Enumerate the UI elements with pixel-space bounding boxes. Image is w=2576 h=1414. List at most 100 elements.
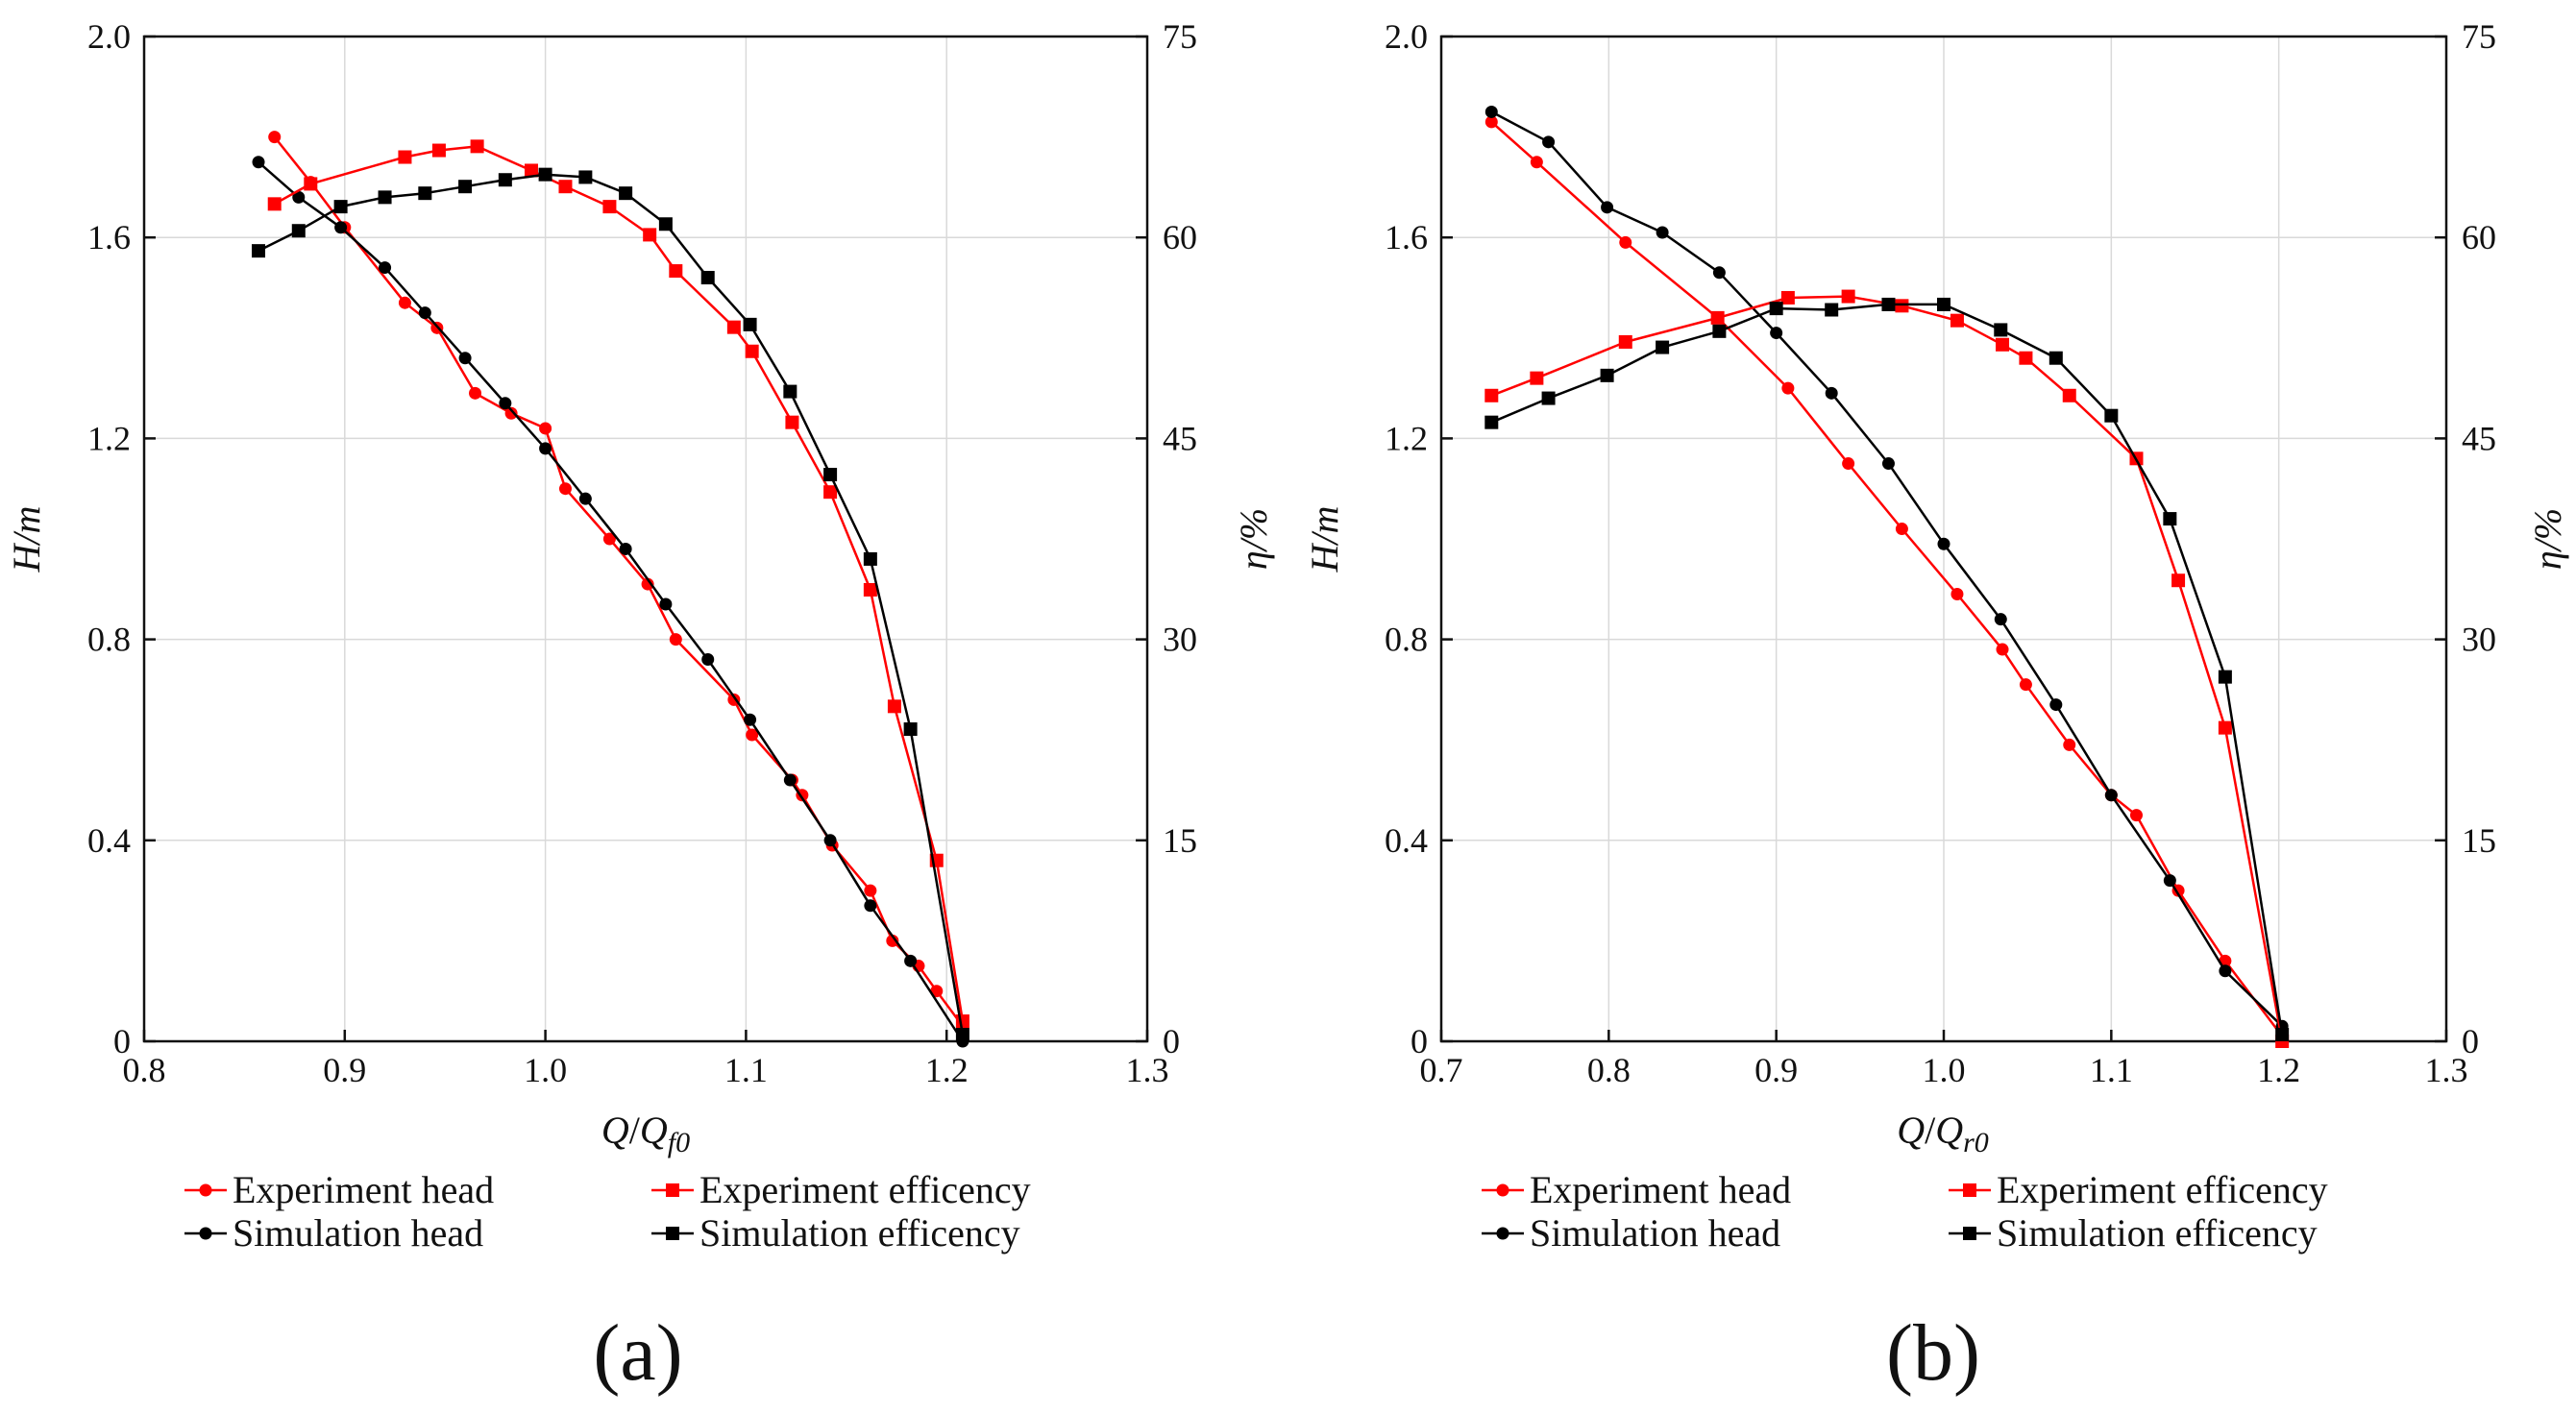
simulation-head-point-b <box>1994 613 2007 626</box>
y-right-tick-label: 30 <box>2462 621 2496 659</box>
experiment-head-point-b <box>1895 523 1908 536</box>
simulation-head-point-a <box>783 773 797 787</box>
experiment-efficency-point-b <box>1780 290 1795 305</box>
experiment-head-point-a <box>746 728 759 742</box>
experiment-head-point-a <box>504 406 518 420</box>
simulation-efficency-point-b <box>2104 408 2119 423</box>
experiment-efficency-point-a <box>643 228 657 242</box>
experiment-head-point-b <box>1530 156 1543 169</box>
simulation-efficency-line-a <box>258 173 965 1036</box>
simulation-head-point-a <box>499 397 512 410</box>
x-tick-label: 1.2 <box>2257 1051 2300 1089</box>
y-left-tick-label: 0.8 <box>87 621 131 659</box>
x-tick-label: 1.1 <box>724 1051 768 1089</box>
experiment-head-point-b <box>1619 235 1632 249</box>
y-left-tick-label: 2.0 <box>1385 17 1428 56</box>
simulation-efficency-point-a <box>291 224 306 238</box>
experiment-head-point-a <box>641 577 654 591</box>
x-title-q-a: Q <box>640 1109 668 1152</box>
x-title-sub-b: r0 <box>1963 1127 1989 1158</box>
simulation-efficency-point-a <box>903 722 918 737</box>
simulation-head-point-a <box>864 899 877 913</box>
y-left-title-b: H/m <box>1303 506 1346 573</box>
x-title-main-a: Q <box>601 1109 629 1152</box>
experiment-efficency-point-a <box>524 163 538 178</box>
legend-simulation-head-marker <box>1496 1227 1509 1240</box>
experiment-head-point-b <box>1996 643 2009 656</box>
panel-label-a: (a) <box>593 1308 682 1398</box>
simulation-efficency-point-a <box>578 170 593 184</box>
y-left-tick-label: 1.6 <box>1385 218 1428 256</box>
x-tick-label: 1.0 <box>1923 1051 1966 1089</box>
simulation-efficency-point-b <box>2049 351 2063 365</box>
y-right-title-a: η/% <box>1232 508 1275 570</box>
x-tick-label: 0.8 <box>123 1051 166 1089</box>
simulation-efficency-point-b <box>1769 302 1783 316</box>
simulation-efficency-point-a <box>498 173 512 187</box>
simulation-head-line-a <box>258 160 964 1042</box>
simulation-head-point-b <box>1601 201 1614 214</box>
legend-simulation-efficency-label: Simulation efficency <box>699 1211 1020 1255</box>
simulation-efficency-point-a <box>252 244 266 258</box>
x-title-main-b: Q <box>1897 1109 1925 1152</box>
legend-simulation-head-label: Simulation head <box>1530 1211 1780 1255</box>
experiment-efficency-point-a <box>726 320 741 334</box>
experiment-efficency-point-b <box>1710 310 1725 325</box>
experiment-head-point-b <box>2129 809 2143 822</box>
x-title-b: Q/Qr0 <box>1897 1109 1989 1158</box>
simulation-head-point-a <box>334 221 348 234</box>
experiment-head-point-a <box>558 482 572 496</box>
x-title-q-b: Q <box>1935 1109 1963 1152</box>
experiment-head-point-a <box>864 884 877 897</box>
experiment-efficency-point-a <box>823 485 838 500</box>
y-right-tick-label: 75 <box>2462 17 2496 56</box>
simulation-head-point-a <box>659 597 673 611</box>
simulation-efficency-point-a <box>955 1028 969 1042</box>
simulation-head-point-a <box>619 542 632 555</box>
simulation-efficency-point-a <box>700 271 715 285</box>
experiment-efficency-point-b <box>2171 573 2186 588</box>
experiment-efficency-point-a <box>745 344 759 358</box>
experiment-head-line-a <box>273 135 964 1028</box>
simulation-efficency-point-a <box>458 180 473 194</box>
y-right-tick-label: 15 <box>1163 821 1197 860</box>
legend-simulation-head-marker <box>199 1227 212 1240</box>
experiment-head-point-b <box>1950 588 1964 601</box>
experiment-head-point-b <box>1484 115 1498 129</box>
y-right-tick-label: 60 <box>2462 218 2496 256</box>
experiment-efficency-point-a <box>955 1014 969 1029</box>
simulation-head-point-b <box>1937 537 1950 550</box>
y-right-tick-label: 30 <box>1163 621 1197 659</box>
experiment-efficency-point-a <box>470 139 484 154</box>
legend-experiment-efficency-label: Experiment efficency <box>1997 1168 2328 1211</box>
simulation-head-point-a <box>292 190 306 204</box>
simulation-head-point-b <box>1484 105 1498 118</box>
simulation-head-line-b <box>1490 110 2284 1028</box>
simulation-efficency-point-a <box>418 186 432 201</box>
experiment-efficency-point-a <box>558 180 573 194</box>
y-right-tick-label: 60 <box>1163 218 1197 256</box>
panel-a: 0.8 0.9 1.0 1.1 1.2 1.300.40.81.21.62.0015304… <box>5 17 1275 1398</box>
experiment-head-point-b <box>1842 457 1855 471</box>
y-right-tick-label: 45 <box>2462 419 2496 457</box>
simulation-efficency-point-b <box>1600 368 1614 382</box>
legend-experiment-head-label: Experiment head <box>1530 1168 1791 1211</box>
experiment-efficency-point-b <box>1484 388 1499 402</box>
experiment-head-point-b <box>2063 738 2076 751</box>
simulation-head-point-a <box>458 352 472 365</box>
x-tick-label: 1.2 <box>925 1051 969 1089</box>
x-tick-label: 1.3 <box>2425 1051 2468 1089</box>
experiment-efficency-point-b <box>2218 720 2232 735</box>
y-right-title-b: η/% <box>2526 508 2569 570</box>
y-left-tick-label: 1.2 <box>87 419 131 457</box>
y-left-tick-label: 0 <box>113 1022 131 1060</box>
legend-experiment-head-label: Experiment head <box>233 1168 494 1211</box>
experiment-efficency-point-b <box>1618 334 1632 349</box>
y-left-tick-label: 0.4 <box>1385 821 1428 860</box>
experiment-efficency-point-b <box>1530 371 1544 385</box>
x-title-a: Q/Qf0 <box>601 1109 690 1158</box>
x-tick-label: 0.9 <box>323 1051 366 1089</box>
y-left-tick-label: 2.0 <box>87 17 131 56</box>
y-left-tick-label: 1.6 <box>87 218 131 256</box>
simulation-efficency-point-b <box>1825 303 1839 317</box>
